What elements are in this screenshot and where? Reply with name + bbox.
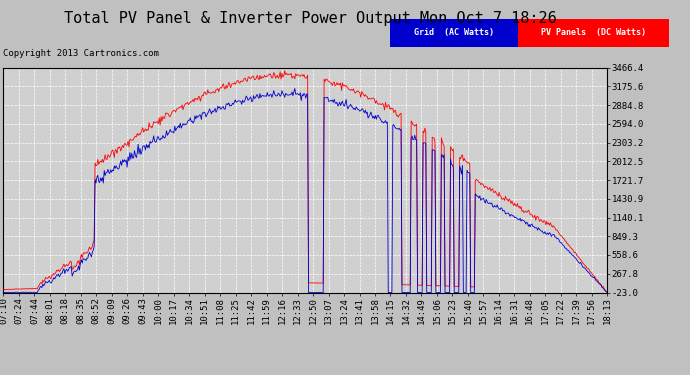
Text: Total PV Panel & Inverter Power Output Mon Oct 7 18:26: Total PV Panel & Inverter Power Output M… xyxy=(64,11,557,26)
Text: PV Panels  (DC Watts): PV Panels (DC Watts) xyxy=(541,28,646,38)
Text: Copyright 2013 Cartronics.com: Copyright 2013 Cartronics.com xyxy=(3,49,159,58)
Text: Grid  (AC Watts): Grid (AC Watts) xyxy=(414,28,493,38)
